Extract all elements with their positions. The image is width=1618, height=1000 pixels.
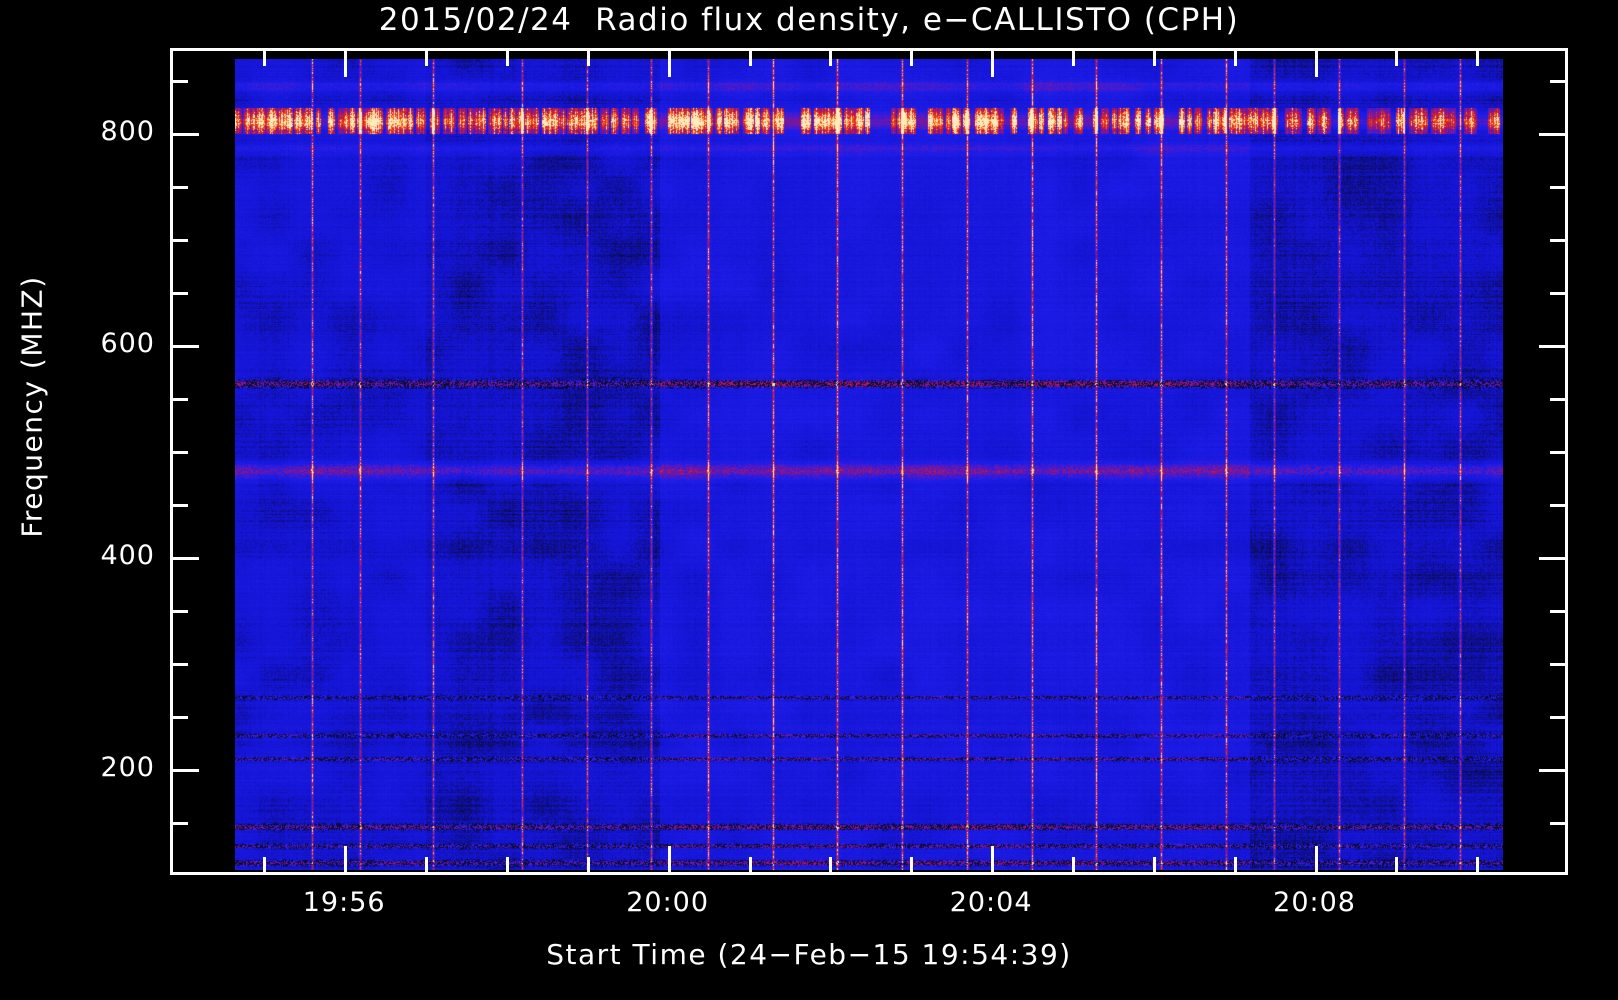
tick-mark (1550, 398, 1565, 401)
tick-mark (1395, 51, 1398, 66)
spectrogram-image (235, 59, 1503, 870)
x-axis-title: Start Time (24−Feb−15 19:54:39) (546, 938, 1072, 971)
plot-frame (170, 48, 1568, 875)
tick-mark (173, 186, 188, 189)
figure-title: 2015/02/24 Radio flux density, e−CALLIST… (378, 2, 1240, 38)
tick-mark (173, 557, 199, 560)
tick-mark (173, 716, 188, 719)
tick-mark (1550, 610, 1565, 613)
x-axis-tick-label: 19:56 (302, 887, 386, 918)
x-axis-tick-label: 20:00 (626, 887, 710, 918)
y-axis-tick-label: 600 (100, 328, 155, 360)
y-axis-tick-label: 800 (100, 116, 155, 148)
tick-mark (1476, 51, 1479, 66)
tick-mark (1476, 857, 1479, 872)
tick-mark (668, 51, 671, 77)
tick-mark (829, 51, 832, 66)
y-axis-tick-label: 400 (100, 540, 155, 572)
tick-mark (991, 846, 994, 872)
tick-mark (1550, 504, 1565, 507)
tick-mark (1550, 80, 1565, 83)
y-axis-title: Frequency (MHZ) (15, 275, 49, 538)
tick-mark (1072, 857, 1075, 872)
tick-mark (1550, 451, 1565, 454)
tick-mark (587, 857, 590, 872)
tick-mark (173, 292, 188, 295)
tick-mark (173, 504, 188, 507)
tick-mark (173, 239, 188, 242)
tick-mark (506, 857, 509, 872)
tick-mark (1539, 769, 1565, 772)
x-axis-tick-label: 20:08 (1273, 887, 1356, 918)
tick-mark (173, 769, 199, 772)
tick-mark (910, 51, 913, 66)
tick-mark (1315, 846, 1318, 872)
tick-mark (1539, 133, 1565, 136)
tick-mark (173, 610, 188, 613)
tick-mark (668, 846, 671, 872)
tick-mark (1315, 51, 1318, 77)
tick-mark (749, 857, 752, 872)
tick-mark (1153, 857, 1156, 872)
tick-mark (991, 51, 994, 77)
tick-mark (1539, 345, 1565, 348)
tick-mark (425, 857, 428, 872)
tick-mark (263, 51, 266, 66)
tick-mark (1550, 239, 1565, 242)
tick-mark (506, 51, 509, 66)
tick-mark (910, 857, 913, 872)
tick-mark (173, 345, 199, 348)
tick-mark (1550, 822, 1565, 825)
y-axis-tick-label: 200 (100, 752, 155, 784)
tick-mark (1234, 857, 1237, 872)
tick-mark (1550, 186, 1565, 189)
tick-mark (749, 51, 752, 66)
x-axis-tick-label: 20:04 (949, 887, 1033, 918)
tick-mark (1234, 51, 1237, 66)
tick-mark (1539, 557, 1565, 560)
tick-mark (173, 133, 199, 136)
tick-mark (425, 51, 428, 66)
tick-mark (173, 663, 188, 666)
tick-mark (1550, 292, 1565, 295)
tick-mark (1395, 857, 1398, 872)
tick-mark (829, 857, 832, 872)
tick-mark (1153, 51, 1156, 66)
tick-mark (263, 857, 266, 872)
tick-mark (173, 398, 188, 401)
tick-mark (1072, 51, 1075, 66)
tick-mark (1550, 716, 1565, 719)
tick-mark (587, 51, 590, 66)
tick-mark (173, 451, 188, 454)
tick-mark (344, 846, 347, 872)
tick-mark (344, 51, 347, 77)
tick-mark (173, 80, 188, 83)
tick-mark (173, 822, 188, 825)
tick-mark (1550, 663, 1565, 666)
